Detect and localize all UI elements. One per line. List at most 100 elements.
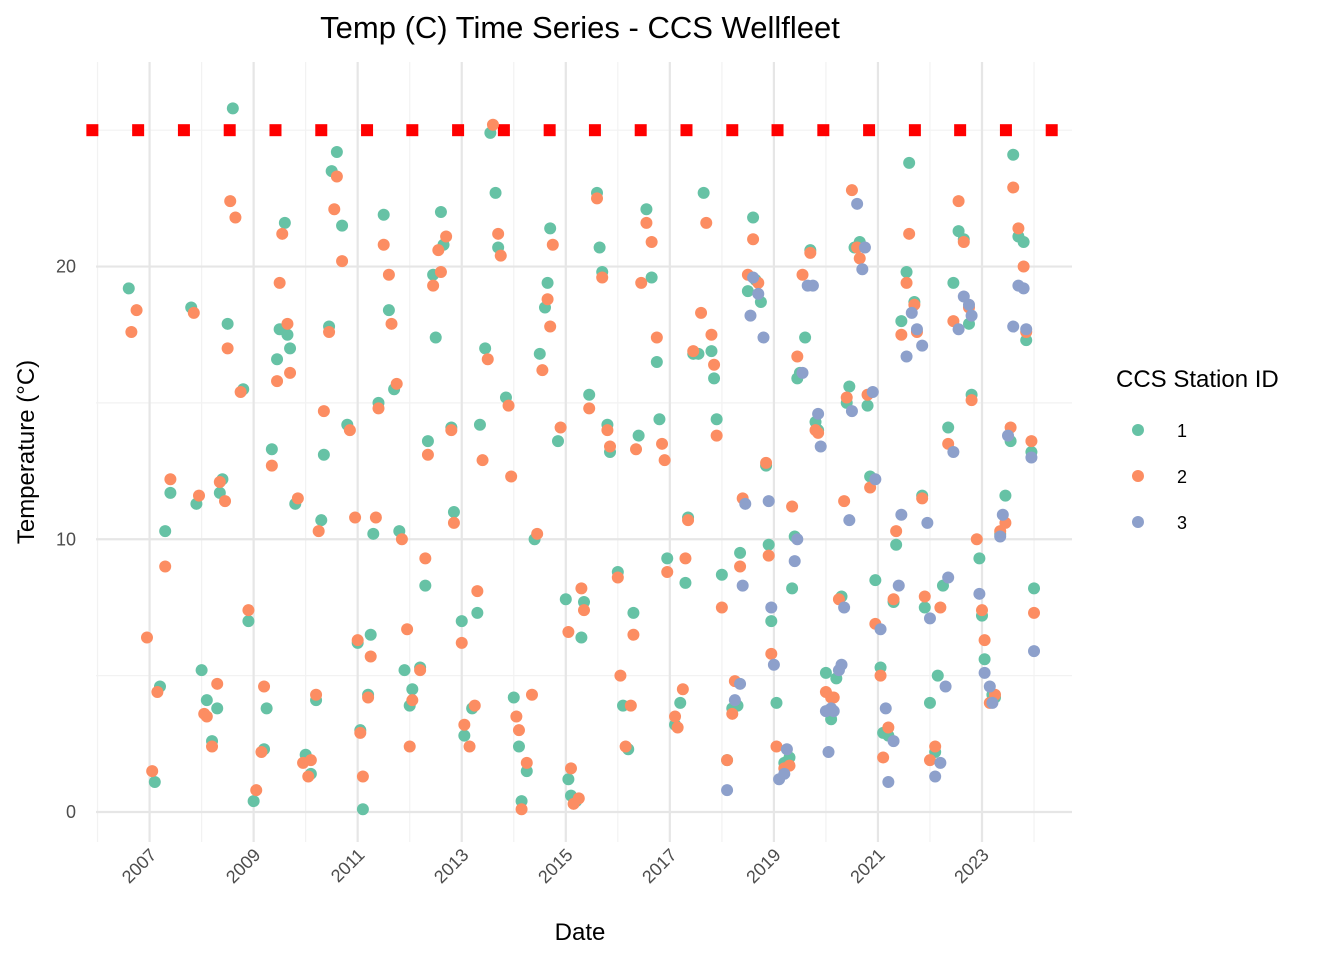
data-point-station-1 (367, 527, 380, 540)
legend-label-2: 2 (1177, 467, 1187, 487)
legend-key-2 (1132, 470, 1144, 482)
data-point-station-1 (697, 186, 710, 199)
data-point-station-3 (806, 279, 819, 292)
data-point-station-2 (291, 492, 304, 505)
data-point-station-1 (1017, 236, 1030, 248)
data-point-station-1 (762, 538, 775, 551)
data-point-station-1 (653, 413, 666, 426)
threshold-marker (361, 124, 374, 137)
threshold-marker (177, 124, 190, 137)
data-point-station-2 (952, 195, 965, 208)
data-point-station-1 (923, 696, 936, 709)
data-point-station-2 (219, 495, 232, 508)
legend-entries: 1 2 3 (1132, 421, 1187, 533)
data-point-station-2 (554, 421, 567, 434)
data-point-station-2 (957, 236, 970, 248)
data-point-station-2 (796, 268, 809, 281)
data-point-station-2 (395, 533, 408, 546)
data-point-station-1 (226, 102, 239, 115)
data-point-station-2 (614, 669, 627, 682)
data-point-station-1 (632, 429, 645, 442)
data-point-station-3 (734, 677, 747, 690)
data-point-station-2 (970, 533, 983, 546)
threshold-marker (543, 124, 556, 137)
data-point-station-3 (814, 440, 827, 453)
data-point-station-3 (858, 241, 871, 254)
data-point-station-2 (229, 211, 242, 224)
data-point-station-3 (996, 508, 1009, 521)
data-point-station-3 (838, 601, 851, 614)
data-point-station-2 (206, 740, 219, 753)
data-point-station-3 (835, 658, 848, 671)
data-point-station-1 (419, 579, 432, 592)
data-point-station-2 (895, 328, 908, 341)
data-point-station-2 (786, 500, 799, 513)
threshold-marker (863, 124, 876, 137)
data-point-station-3 (788, 555, 801, 568)
data-point-station-2 (708, 358, 721, 371)
data-point-station-2 (734, 560, 747, 573)
threshold-markers (86, 124, 1058, 137)
data-point-station-1 (741, 285, 754, 298)
y-axis-ticks: 0 10 20 (56, 257, 76, 822)
data-point-station-3 (780, 743, 793, 756)
data-point-station-1 (895, 315, 908, 328)
data-point-station-2 (640, 216, 653, 229)
data-point-station-1 (382, 304, 395, 317)
data-point-station-1 (562, 773, 575, 786)
data-point-station-1 (973, 552, 986, 565)
data-point-station-1 (708, 372, 721, 385)
data-point-station-3 (827, 705, 840, 718)
data-point-station-2 (356, 770, 369, 783)
data-point-station-3 (1017, 282, 1030, 295)
data-point-station-1 (247, 795, 260, 808)
data-point-station-2 (159, 560, 172, 573)
data-point-station-2 (471, 585, 484, 598)
data-points (122, 102, 1041, 816)
data-point-station-2 (536, 364, 549, 377)
data-point-station-2 (619, 740, 632, 753)
data-point-station-2 (918, 590, 931, 603)
data-point-station-1 (931, 669, 944, 682)
data-point-station-3 (1020, 323, 1033, 336)
data-point-station-1 (159, 525, 172, 538)
data-point-station-3 (978, 666, 991, 679)
y-tick-label: 10 (56, 529, 76, 549)
data-point-station-1 (473, 418, 486, 431)
data-point-station-2 (978, 634, 991, 647)
data-point-station-2 (679, 552, 692, 565)
legend-title: CCS Station ID (1116, 366, 1279, 393)
data-point-station-1 (843, 380, 856, 393)
data-point-station-3 (1007, 320, 1020, 333)
data-point-station-1 (221, 317, 234, 330)
data-point-station-2 (455, 636, 468, 649)
data-point-station-1 (541, 276, 554, 289)
data-point-station-1 (317, 448, 330, 461)
data-point-station-2 (544, 320, 557, 333)
data-point-station-2 (265, 459, 278, 472)
data-point-station-1 (559, 593, 572, 606)
data-point-station-2 (468, 699, 481, 712)
data-point-station-2 (385, 317, 398, 330)
data-point-station-2 (1012, 222, 1025, 235)
data-point-station-2 (312, 525, 325, 538)
data-point-station-2 (146, 765, 159, 778)
data-point-station-3 (1002, 429, 1015, 442)
data-point-station-2 (583, 402, 596, 415)
data-point-station-3 (856, 263, 869, 276)
threshold-marker (132, 124, 145, 137)
data-point-station-3 (1028, 645, 1041, 658)
data-point-station-2 (853, 252, 866, 265)
data-point-station-2 (611, 571, 624, 584)
data-point-station-2 (510, 710, 523, 723)
data-point-station-1 (330, 146, 343, 158)
data-point-station-2 (432, 244, 445, 257)
data-point-station-3 (851, 197, 864, 210)
data-point-station-3 (869, 473, 882, 486)
data-point-station-2 (624, 699, 637, 712)
data-point-station-1 (458, 729, 471, 742)
data-point-station-1 (640, 203, 653, 216)
threshold-marker (999, 124, 1012, 137)
threshold-marker (269, 124, 282, 137)
data-point-station-2 (447, 516, 460, 529)
